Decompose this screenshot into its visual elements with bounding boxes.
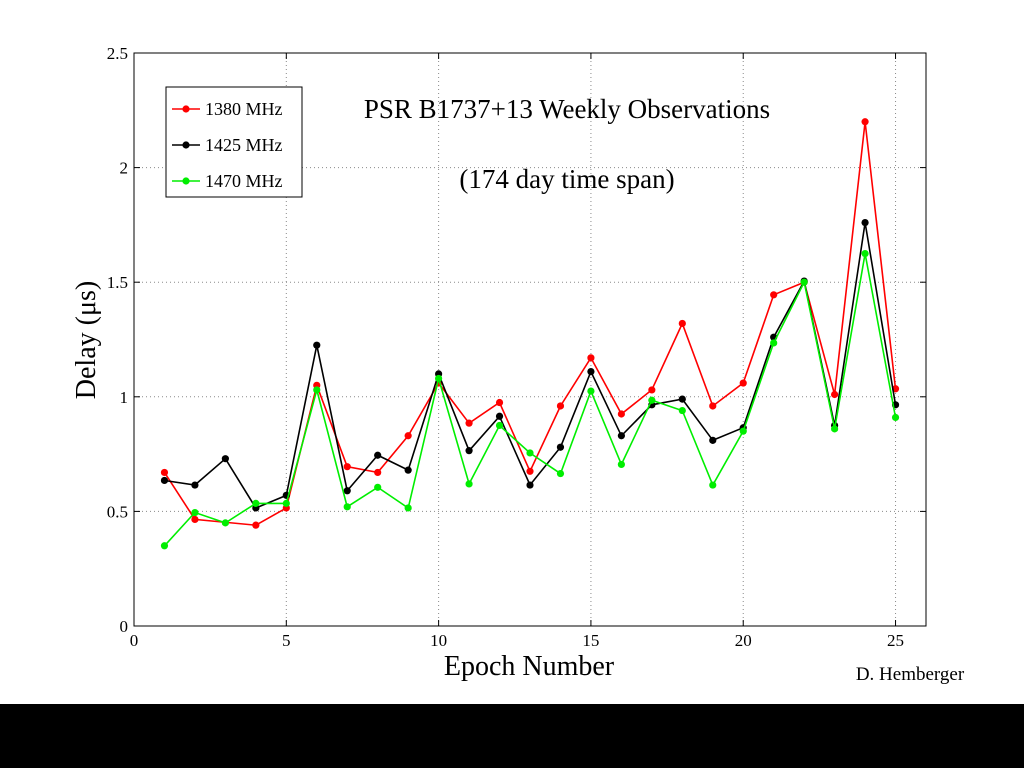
legend-label: 1470 MHz <box>205 171 283 191</box>
series-line <box>164 222 897 509</box>
data-point <box>221 455 229 463</box>
series-1425-mhz <box>160 219 900 512</box>
data-point <box>495 398 504 407</box>
x-tick-label: 10 <box>430 631 447 650</box>
data-point <box>374 451 382 459</box>
data-point <box>160 476 169 485</box>
data-point <box>495 421 504 430</box>
data-point <box>831 390 839 399</box>
data-point <box>587 367 595 376</box>
data-point <box>587 354 595 362</box>
data-point <box>495 412 504 420</box>
y-tick-label: 1 <box>120 388 129 407</box>
data-point <box>861 219 869 227</box>
data-point <box>617 460 625 469</box>
y-tick-label: 2 <box>120 159 129 178</box>
legend-item: 1470 MHz <box>172 171 283 191</box>
line-chart: 0 5 10 15 20 25 0 0.5 1 1.5 2 2.5 PSR B1737+13 Week… <box>71 44 965 685</box>
data-point <box>831 425 839 433</box>
data-point <box>526 481 534 489</box>
figure-panel: 0 5 10 15 20 25 0 0.5 1 1.5 2 2.5 PSR B1737+13 Week… <box>0 0 1024 704</box>
data-point <box>648 396 656 404</box>
data-point <box>678 319 686 328</box>
y-tick-label: 1.5 <box>107 273 128 292</box>
data-point <box>800 278 808 286</box>
data-point <box>191 515 199 524</box>
chart-annotation-observations: PSR B1737+13 Weekly Observations <box>364 94 770 124</box>
data-point <box>465 419 473 427</box>
series-1470-mhz <box>160 249 900 550</box>
data-point <box>191 508 199 517</box>
data-point <box>617 432 625 440</box>
data-point <box>709 402 717 410</box>
data-point <box>709 481 717 489</box>
data-point <box>739 427 747 435</box>
legend-box <box>165 86 303 198</box>
data-point <box>343 463 351 471</box>
y-tick-label: 2.5 <box>107 44 128 63</box>
data-point <box>770 291 778 299</box>
x-tick-label: 20 <box>735 631 752 650</box>
data-point <box>404 466 412 474</box>
data-point <box>617 410 625 418</box>
data-point <box>770 339 778 347</box>
data-point <box>221 519 229 527</box>
data-point <box>556 402 565 410</box>
data-point <box>556 469 565 478</box>
data-point <box>343 503 351 511</box>
data-point <box>465 480 473 488</box>
data-point <box>678 406 686 415</box>
data-point <box>404 504 412 512</box>
author-credit: D. Hemberger <box>856 664 965 685</box>
x-tick-label: 5 <box>282 631 291 650</box>
x-tick-label: 15 <box>582 631 599 650</box>
chart-annotation-time-span: (174 day time span) <box>459 164 674 194</box>
data-point <box>343 487 351 495</box>
data-point <box>891 413 900 422</box>
data-point <box>404 432 412 440</box>
data-point <box>374 468 382 477</box>
series-line <box>163 253 897 547</box>
data-point <box>252 499 260 507</box>
legend-label: 1380 MHz <box>205 99 283 119</box>
data-point <box>709 436 717 444</box>
data-point <box>313 341 321 349</box>
legend-item: 1380 MHz <box>172 99 283 119</box>
legend: 1380 MHz 1425 MHz 1470 MHz <box>165 86 303 198</box>
data-point <box>739 379 747 387</box>
plot-frame <box>133 52 927 627</box>
data-point <box>861 118 869 126</box>
bottom-black-band <box>0 704 1024 768</box>
data-point <box>374 483 382 491</box>
y-axis-label: Delay (μs) <box>71 281 102 399</box>
data-point <box>465 447 473 455</box>
data-point <box>282 499 290 507</box>
axis-ticks: 0 5 10 15 20 25 0 0.5 1 1.5 2 2.5 <box>107 44 926 650</box>
legend-swatch-marker <box>182 105 190 113</box>
legend-label: 1425 MHz <box>205 135 283 155</box>
data-point <box>435 374 443 383</box>
data-point <box>587 387 595 395</box>
y-tick-label: 0.5 <box>107 502 128 521</box>
legend-swatch-marker <box>182 141 190 149</box>
legend-swatch-marker <box>182 177 190 185</box>
data-point <box>252 521 260 529</box>
data-point <box>648 386 656 394</box>
x-tick-label: 25 <box>887 631 904 650</box>
data-point <box>526 467 534 475</box>
data-point <box>678 395 686 403</box>
y-tick-label: 0 <box>120 617 129 636</box>
data-point <box>191 481 199 489</box>
data-point <box>160 468 169 477</box>
legend-item: 1425 MHz <box>172 135 283 155</box>
data-point <box>160 542 169 550</box>
data-point <box>526 449 534 457</box>
series-lines <box>160 118 900 550</box>
x-tick-label: 0 <box>130 631 139 650</box>
x-axis-label: Epoch Number <box>444 651 615 682</box>
data-point <box>556 443 565 451</box>
data-point <box>861 249 869 258</box>
data-point <box>313 386 321 394</box>
